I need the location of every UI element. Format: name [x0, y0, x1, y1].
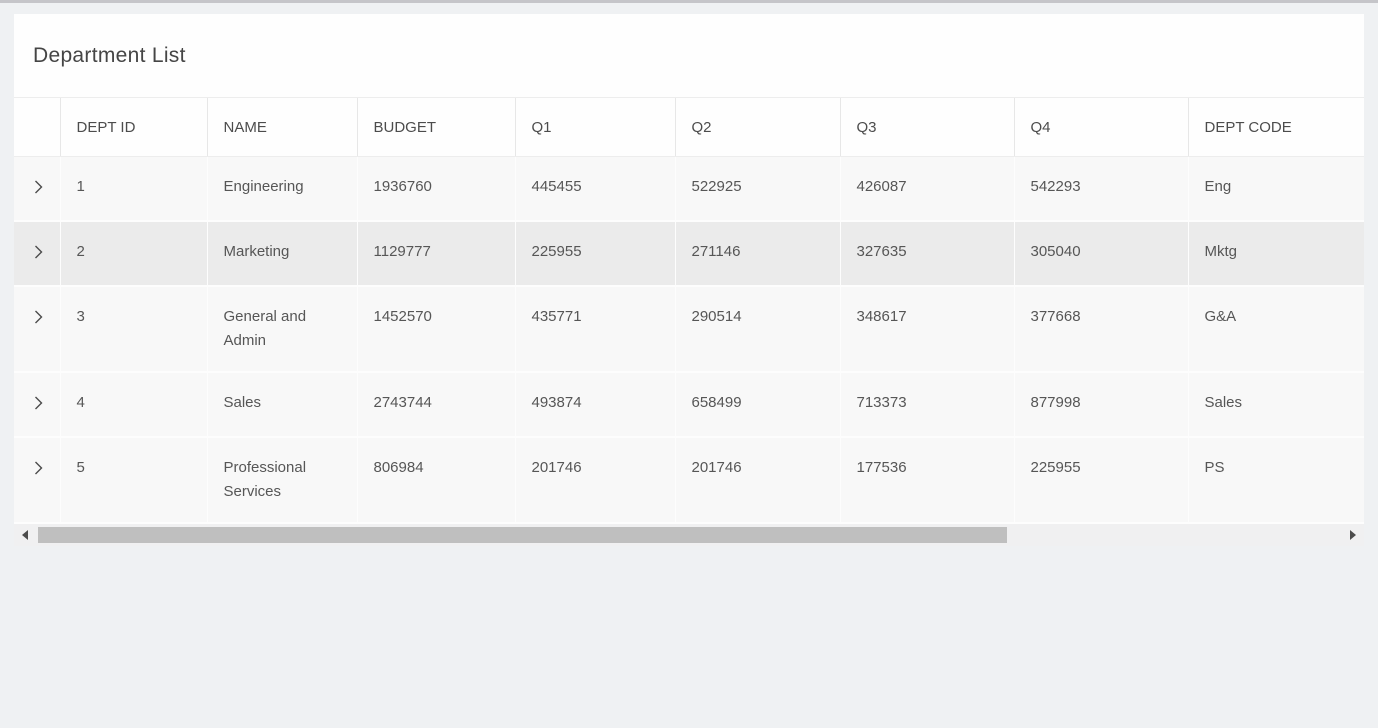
grid-row[interactable]: 5 Professional Services 806984 201746 201746…: [14, 437, 1364, 524]
column-header-expander: [14, 98, 61, 157]
row-expander[interactable]: [14, 221, 61, 287]
row-expander[interactable]: [14, 437, 61, 524]
cell-q2: 201746: [675, 437, 841, 524]
column-header-budget[interactable]: BUDGET: [357, 98, 516, 157]
cell-dept_code: Mktg: [1188, 221, 1364, 287]
chevron-right-icon: [34, 461, 43, 479]
cell-budget: 1936760: [357, 156, 516, 222]
row-expander[interactable]: [14, 156, 61, 222]
column-header-dept_code[interactable]: DEPT CODE: [1188, 98, 1364, 157]
cell-dept_code: Eng: [1188, 156, 1364, 222]
column-header-q1[interactable]: Q1: [515, 98, 676, 157]
cell-q4: 225955: [1014, 437, 1189, 524]
cell-dept_code: PS: [1188, 437, 1364, 524]
cell-budget: 806984: [357, 437, 516, 524]
cell-name: Professional Services: [207, 437, 358, 524]
cell-budget: 1129777: [357, 221, 516, 287]
cell-name: Engineering: [207, 156, 358, 222]
cell-q4: 377668: [1014, 286, 1189, 373]
grid-row[interactable]: 4 Sales 2743744 493874 658499 713373 877998 Sal…: [14, 372, 1364, 438]
row-expander[interactable]: [14, 286, 61, 373]
column-header-q2[interactable]: Q2: [675, 98, 841, 157]
panel-header: Department List: [14, 14, 1364, 98]
cell-q2: 658499: [675, 372, 841, 438]
cell-q1: 493874: [515, 372, 676, 438]
column-header-dept_id[interactable]: DEPT ID: [60, 98, 208, 157]
column-header-q4[interactable]: Q4: [1014, 98, 1189, 157]
cell-dept_id: 3: [60, 286, 208, 373]
scroll-right-button[interactable]: [1342, 524, 1364, 546]
cell-q3: 327635: [840, 221, 1015, 287]
column-header-name[interactable]: NAME: [207, 98, 358, 157]
cell-q1: 201746: [515, 437, 676, 524]
row-expander[interactable]: [14, 372, 61, 438]
cell-q4: 877998: [1014, 372, 1189, 438]
grid-row[interactable]: 3 General and Admin 1452570 435771 290514 348…: [14, 286, 1364, 373]
cell-dept_code: Sales: [1188, 372, 1364, 438]
department-grid: DEPT ID NAME BUDGET Q1 Q2 Q3 Q4 DEPT CODE 1 Engi…: [14, 98, 1364, 524]
scrollbar-thumb[interactable]: [38, 527, 1007, 543]
department-list-panel: Department List DEPT ID NAME BUDGET Q1 Q2 Q3 Q…: [14, 14, 1364, 546]
cell-dept_id: 4: [60, 372, 208, 438]
top-strip: [0, 0, 1378, 3]
cell-q2: 290514: [675, 286, 841, 373]
cell-q3: 348617: [840, 286, 1015, 373]
cell-q2: 522925: [675, 156, 841, 222]
cell-q3: 177536: [840, 437, 1015, 524]
cell-q2: 271146: [675, 221, 841, 287]
scroll-right-icon: [1350, 530, 1356, 540]
chevron-right-icon: [34, 396, 43, 414]
cell-name: Sales: [207, 372, 358, 438]
cell-q3: 713373: [840, 372, 1015, 438]
grid-row[interactable]: 2 Marketing 1129777 225955 271146 327635 30504…: [14, 221, 1364, 287]
grid-row[interactable]: 1 Engineering 1936760 445455 522925 426087 542…: [14, 156, 1364, 222]
cell-q1: 225955: [515, 221, 676, 287]
cell-q4: 305040: [1014, 221, 1189, 287]
column-header-q3[interactable]: Q3: [840, 98, 1015, 157]
cell-q3: 426087: [840, 156, 1015, 222]
cell-name: Marketing: [207, 221, 358, 287]
chevron-right-icon: [34, 245, 43, 263]
page: Department List DEPT ID NAME BUDGET Q1 Q2 Q3 Q…: [0, 0, 1378, 546]
scroll-left-icon: [22, 530, 28, 540]
cell-name: General and Admin: [207, 286, 358, 373]
cell-budget: 2743744: [357, 372, 516, 438]
cell-q1: 445455: [515, 156, 676, 222]
cell-dept_id: 2: [60, 221, 208, 287]
chevron-right-icon: [34, 310, 43, 328]
cell-dept_id: 5: [60, 437, 208, 524]
horizontal-scrollbar[interactable]: [14, 524, 1364, 546]
cell-q1: 435771: [515, 286, 676, 373]
cell-budget: 1452570: [357, 286, 516, 373]
cell-q4: 542293: [1014, 156, 1189, 222]
cell-dept_code: G&A: [1188, 286, 1364, 373]
chevron-right-icon: [34, 180, 43, 198]
scroll-left-button[interactable]: [14, 524, 36, 546]
cell-dept_id: 1: [60, 156, 208, 222]
grid-header-row: DEPT ID NAME BUDGET Q1 Q2 Q3 Q4 DEPT CODE: [14, 98, 1364, 157]
department-table: DEPT ID NAME BUDGET Q1 Q2 Q3 Q4 DEPT CODE 1 Engi…: [14, 98, 1364, 524]
panel-title: Department List: [33, 43, 186, 67]
